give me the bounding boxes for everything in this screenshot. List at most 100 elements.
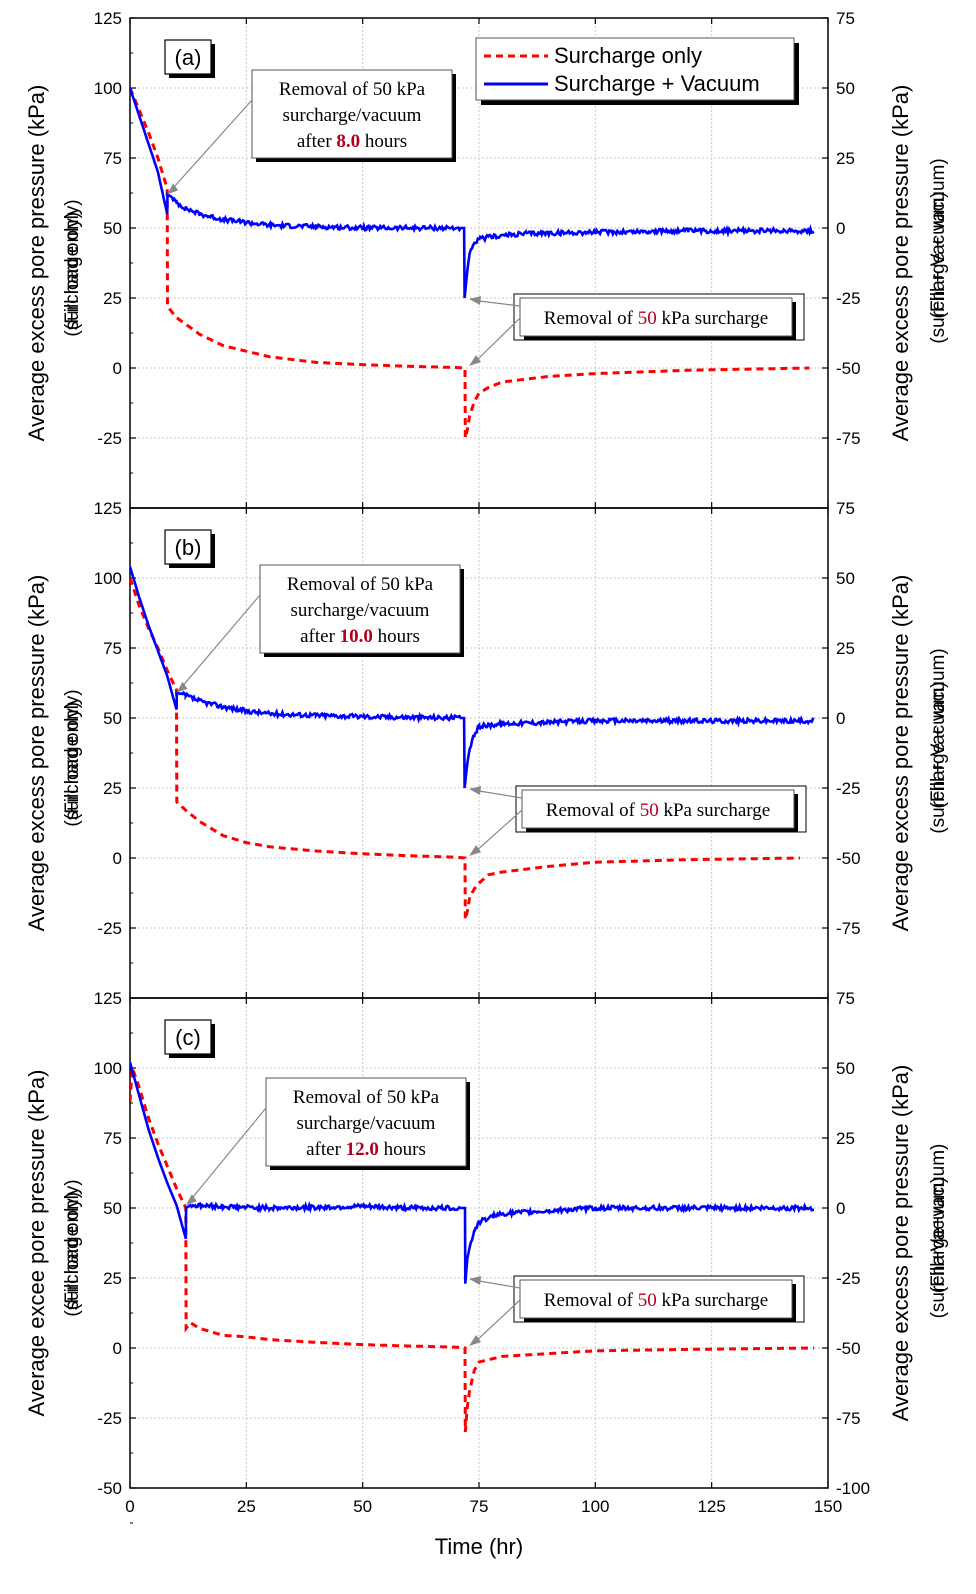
right-axis-subtitle-overlap: (surcharge + vacuum): [928, 158, 949, 343]
right-tick-label: 0: [836, 219, 845, 238]
x-tick-label: 25: [237, 1497, 256, 1516]
legend-label: Surcharge + Vacuum: [554, 71, 760, 96]
right-axis-subtitle-overlap: (surcharge + vacuum): [928, 648, 949, 833]
right-axis-title: Average excess pore pressure (kPa): [888, 1065, 913, 1422]
right-tick-label: 50: [836, 79, 855, 98]
left-tick-label: 25: [103, 779, 122, 798]
left-tick-label: 0: [113, 1339, 122, 1358]
left-axis-subtitle-overlap: (surcharge only): [62, 199, 83, 336]
legend-box: [475, 37, 795, 101]
arrow-head: [167, 183, 179, 195]
right-axis-subtitle-overlap: (surcharge+vacuum): [928, 1144, 949, 1319]
right-axis-title: Average excess pore pressure (kPa): [888, 85, 913, 442]
right-tick-label: 0: [836, 709, 845, 728]
right-tick-label: 75: [836, 989, 855, 1008]
series-line-surcharge-vacuum: [130, 1062, 815, 1284]
right-tick-label: -75: [836, 429, 861, 448]
right-tick-label: 25: [836, 149, 855, 168]
arrow-head: [469, 355, 482, 366]
x-tick-label: 0: [125, 1497, 134, 1516]
annotation-surcharge-text: Removal of 50 kPa surcharge: [546, 800, 770, 821]
left-tick-label: 50: [103, 709, 122, 728]
left-tick-label: 25: [103, 289, 122, 308]
left-tick-label: 0: [113, 359, 122, 378]
series-line-surcharge-only: [130, 87, 810, 439]
x-tick-label: 75: [470, 1497, 489, 1516]
annotation-surcharge-arrow: [474, 1299, 521, 1343]
annotation-surcharge-arrow-2: [478, 300, 521, 307]
left-tick-label: 25: [103, 1269, 122, 1288]
right-axis-title: Average excess pore pressure (kPa): [888, 575, 913, 932]
left-axis-title: Average excess pore pressure (kPa): [24, 85, 49, 442]
right-tick-label: 50: [836, 569, 855, 588]
annotation-removal-box: [259, 564, 461, 654]
annotation-removal-line1: Removal of 50 kPa: [293, 1087, 440, 1108]
left-tick-label: -25: [97, 919, 122, 938]
right-tick-label: -50: [836, 1339, 861, 1358]
right-tick-label: -25: [836, 1269, 861, 1288]
left-tick-label: 125: [94, 989, 122, 1008]
left-tick-label: 100: [94, 569, 122, 588]
left-tick-label: 75: [103, 1129, 122, 1148]
left-axis-subtitle-overlap: (surcharge only): [62, 1179, 83, 1316]
panel-label-box: [164, 1019, 212, 1055]
legend-label: Surcharge only: [554, 43, 702, 68]
right-tick-label: 25: [836, 1129, 855, 1148]
left-tick-label: 75: [103, 149, 122, 168]
right-axis-subtitle: (Fill + Vacuum): [928, 682, 949, 809]
left-tick-label: -25: [97, 429, 122, 448]
annotation-surcharge-arrow: [474, 317, 521, 363]
right-tick-label: 0: [836, 1199, 845, 1218]
panel-c: 125 100 75 50 25 0 -25 -50 75 50 25 0 -25 -50 -75 -100 0…: [24, 989, 949, 1559]
annotation-removal-line1: Removal of 50 kPa: [279, 79, 426, 100]
left-axis-subtitle: (Fill load only): [62, 212, 83, 330]
x-tick-label: 125: [697, 1497, 725, 1516]
right-tick-label: 75: [836, 499, 855, 518]
right-tick-label: -100: [836, 1479, 870, 1498]
right-tick-label: -25: [836, 289, 861, 308]
left-tick-label: 50: [103, 1199, 122, 1218]
annotation-removal-line3: after 8.0 hours: [297, 131, 407, 152]
annotation-removal-arrow: [168, 99, 253, 193]
panel-label-box: [164, 39, 212, 75]
right-tick-label: 50: [836, 1059, 855, 1078]
series-line-surcharge-vacuum: [130, 566, 815, 789]
left-tick-label: 50: [103, 219, 122, 238]
right-tick-label: -75: [836, 1409, 861, 1428]
annotation-surcharge-box: [521, 789, 795, 829]
annotation-removal-arrow: [178, 594, 261, 692]
annotation-removal-line1: Removal of 50 kPa: [287, 574, 434, 595]
panel-a: 125 100 75 50 25 0 -25 75 50 25 0 -25 -50 -75 (a) Remov…: [24, 9, 949, 509]
left-axis-subtitle-overlap: (surcharge only): [62, 689, 83, 826]
left-tick-label: 75: [103, 639, 122, 658]
annotation-removal-line3: after 10.0 hours: [300, 626, 420, 647]
left-axis-subtitle: (Fill load only): [62, 702, 83, 820]
annotation-removal-line2: surcharge/vacuum: [297, 1113, 436, 1134]
left-axis-title: Average excess pore pressure (kPa): [24, 575, 49, 932]
arrow-head: [469, 296, 482, 305]
annotation-removal-line3: after 12.0 hours: [306, 1139, 426, 1160]
annotation-removal-line2: surcharge/vacuum: [291, 600, 430, 621]
right-tick-label: -75: [836, 919, 861, 938]
right-axis-subtitle: (Fill + Vacuum): [928, 192, 949, 319]
annotation-surcharge-arrow-2: [478, 790, 523, 799]
right-tick-label: 75: [836, 9, 855, 28]
annotation-surcharge-arrow-2: [478, 1280, 521, 1289]
left-tick-label: 125: [94, 499, 122, 518]
left-axis-subtitle: (Fill load only): [62, 1192, 83, 1310]
arrow-head: [469, 786, 482, 795]
x-axis-title: Time (hr): [435, 1534, 523, 1559]
right-tick-label: -50: [836, 849, 861, 868]
arrow-head: [469, 845, 482, 856]
arrow-head: [469, 1276, 482, 1285]
annotation-surcharge-box: [519, 297, 793, 337]
annotation-removal-arrow: [187, 1107, 267, 1204]
panel-b: 125 100 75 50 25 0 -25 75 50 25 0 -25 -50 -75 (b) Remov…: [24, 499, 949, 999]
annotation-surcharge-box: [519, 1279, 793, 1319]
arrow-head: [176, 681, 188, 693]
panel-label-box: [164, 529, 212, 565]
arrow-head: [185, 1194, 197, 1206]
x-tick-label: 150: [814, 1497, 842, 1516]
x-tick-label: 100: [581, 1497, 609, 1516]
